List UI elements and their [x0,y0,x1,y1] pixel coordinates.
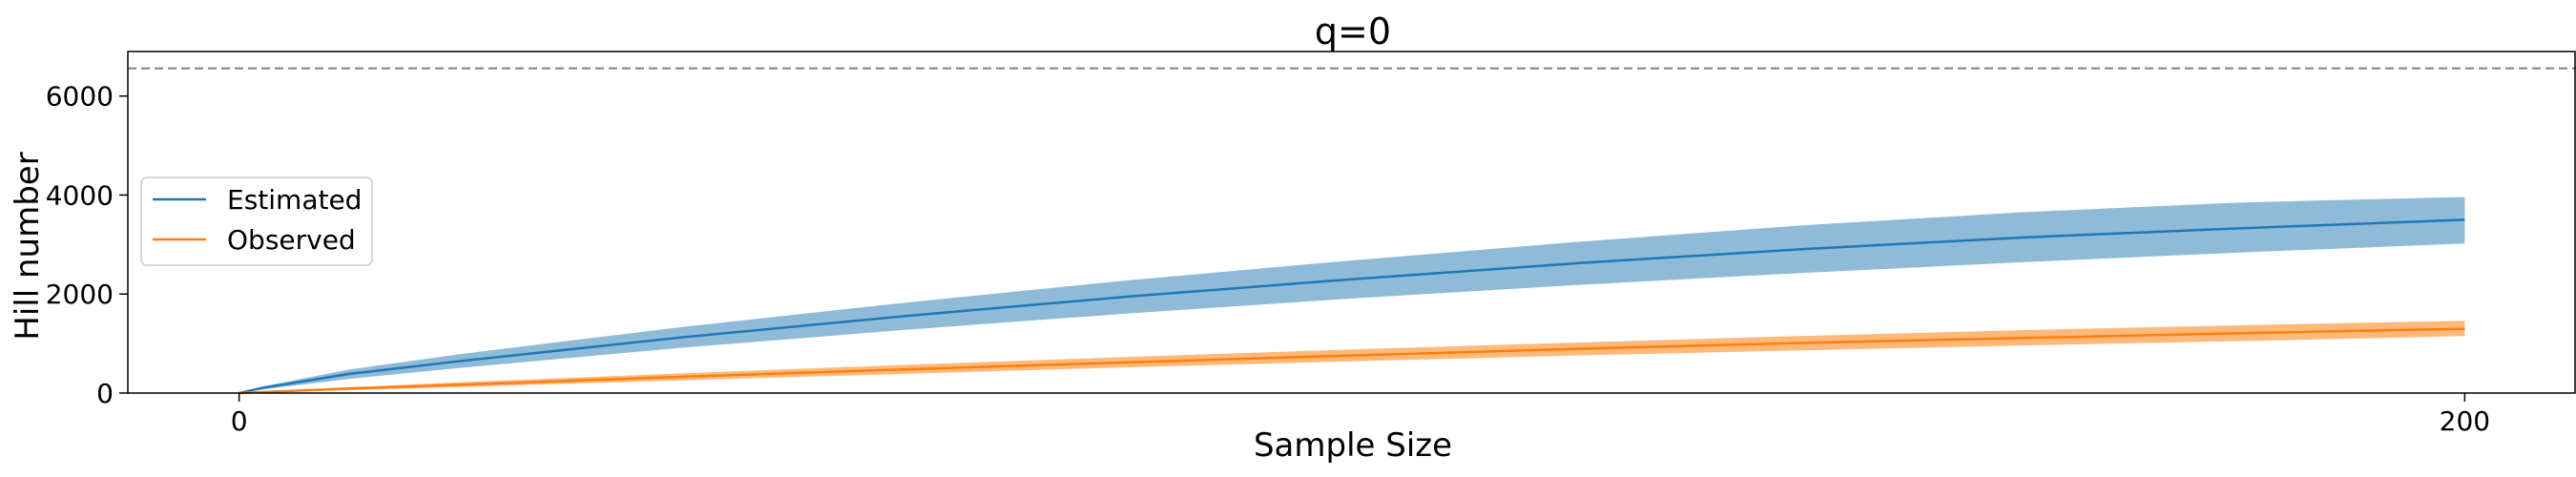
band-observed [239,321,2465,393]
legend: Estimated Observed [140,176,373,266]
y-axis-label: Hill number [9,152,47,340]
series-line-observed [239,327,2465,395]
legend-estimated-label: Estimated [227,184,362,216]
x-tick-label-0: 0 [231,405,248,437]
x-tick-label-200: 200 [2440,405,2490,437]
series-line-estimated [239,218,2465,395]
band-estimated [239,197,2465,393]
plot-frame [127,51,2576,394]
y-tick-label-0: 0 [96,378,114,409]
y-tick-label-6000: 6000 [46,81,114,113]
y-tick-label-4000: 4000 [46,179,114,211]
legend-observed-label: Observed [227,224,356,256]
x-axis-label: Sample Size [1254,426,1452,465]
y-tick-label-2000: 2000 [46,279,114,310]
chart-title: q=0 [1315,10,1391,52]
